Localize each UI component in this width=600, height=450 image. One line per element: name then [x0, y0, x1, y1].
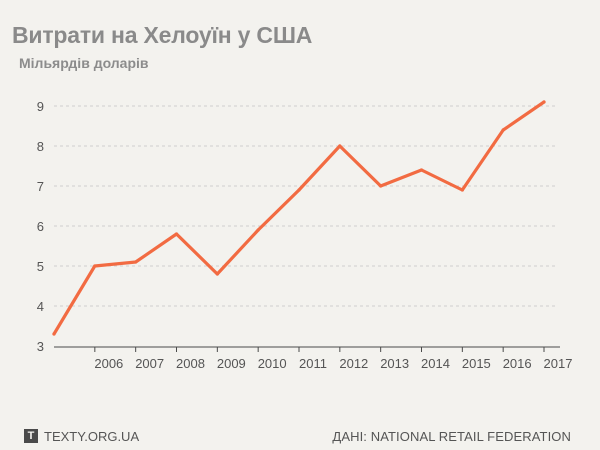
y-tick-label-5: 5 [37, 259, 44, 274]
x-tick-label-2010: 2010 [258, 356, 287, 371]
footer: T TEXTY.ORG.UA ДАНІ: NATIONAL RETAIL FED… [0, 420, 600, 450]
x-tick-label-2017: 2017 [544, 356, 573, 371]
x-tick-label-2007: 2007 [135, 356, 164, 371]
data-point-2011 [297, 188, 301, 192]
y-tick-label-8: 8 [37, 139, 44, 154]
chart-title: Витрати на Хелоуїн у США [12, 22, 313, 48]
data-point-2008 [174, 232, 179, 236]
data-point-2013 [379, 184, 383, 188]
y-tick-label-3: 3 [37, 339, 44, 354]
data-point-2006 [93, 264, 97, 268]
y-tick-label-9: 9 [37, 99, 44, 114]
data-point-2009 [215, 272, 219, 276]
x-tick-label-2012: 2012 [339, 356, 368, 371]
chart-subtitle: Мільярдів доларів [19, 55, 149, 71]
data-point-2012 [338, 144, 342, 148]
data-point-2010 [256, 228, 260, 232]
x-tick-label-2008: 2008 [176, 356, 205, 371]
series-line-0 [52, 100, 546, 336]
y-axis-tick-labels: 3 4 5 6 7 8 9 [37, 99, 44, 354]
x-tick-label-2015: 2015 [462, 356, 491, 371]
site-name: TEXTY.ORG.UA [44, 429, 140, 444]
data-point-2005 [52, 332, 56, 336]
series-layer [52, 100, 546, 336]
x-tick-label-2013: 2013 [380, 356, 409, 371]
data-point-2007 [134, 260, 138, 264]
x-tick-label-2009: 2009 [217, 356, 246, 371]
y-tick-label-4: 4 [37, 299, 44, 314]
y-tick-label-7: 7 [37, 179, 44, 194]
line-chart: 3 4 5 6 7 8 9 2006 2007 2008 2009 2010 2011 2012 2013… [37, 99, 573, 371]
texty-logo-icon: T [24, 429, 38, 443]
y-tick-label-6: 6 [37, 219, 44, 234]
x-tick-label-2011: 2011 [299, 356, 327, 371]
x-tick-label-2016: 2016 [503, 356, 532, 371]
x-axis-tick-labels: 2006 2007 2008 2009 2010 2011 2012 2013 2014 2015… [94, 347, 572, 371]
data-point-2017 [542, 100, 546, 104]
data-source: ДАНІ: NATIONAL RETAIL FEDERATION [332, 429, 571, 444]
grid-lines [54, 105, 556, 307]
data-point-2014 [419, 168, 424, 172]
data-point-2015 [460, 188, 464, 192]
data-point-2016 [501, 128, 505, 132]
x-tick-label-2006: 2006 [94, 356, 123, 371]
x-tick-label-2014: 2014 [421, 356, 450, 371]
